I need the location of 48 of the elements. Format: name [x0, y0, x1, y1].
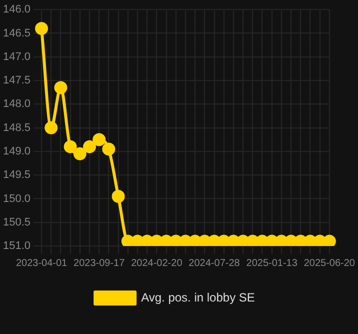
y-tick-label: 148.0	[2, 98, 31, 110]
point	[130, 234, 144, 246]
point	[102, 142, 116, 156]
point	[294, 234, 308, 246]
point	[284, 234, 298, 246]
legend-label: Avg. pos. in lobby SE	[141, 290, 255, 304]
point	[256, 234, 269, 246]
x-tick-label: 2025-01-13	[246, 258, 298, 269]
point	[150, 234, 164, 246]
point	[265, 234, 278, 246]
x-tick-label: 2023-04-01	[16, 258, 68, 269]
x-tick-label: 2025-06-20	[304, 258, 356, 269]
point	[64, 140, 77, 154]
point	[198, 234, 212, 246]
y-tick-label: 149.0	[2, 145, 31, 158]
x-tick-label: 2024-07-28	[188, 258, 240, 269]
y-tick-label: 150.0	[2, 192, 31, 205]
point	[236, 234, 250, 246]
y-tick-label: 150.5	[2, 216, 31, 228]
point	[322, 234, 336, 246]
point	[83, 140, 96, 154]
y-tick-label: 147.5	[2, 74, 31, 87]
point	[112, 190, 125, 203]
point	[44, 121, 58, 134]
x-tick-label: 2024-02-20	[131, 258, 183, 269]
point	[121, 234, 134, 246]
point	[92, 133, 106, 146]
point	[208, 234, 221, 246]
point	[274, 234, 288, 246]
point	[54, 81, 68, 94]
point	[246, 234, 260, 246]
y-tick-label: 148.5	[2, 122, 31, 134]
point	[160, 234, 173, 246]
y-tick-label: 151.0	[2, 240, 31, 252]
point	[226, 234, 240, 246]
y-tick-label: 149.5	[2, 169, 31, 182]
point	[73, 147, 86, 160]
point	[140, 234, 154, 246]
point	[217, 234, 230, 246]
y-tick-label: 147.0	[2, 50, 31, 63]
x-tick-label: 2023-09-17	[74, 258, 126, 269]
point	[304, 234, 317, 246]
point	[178, 234, 192, 246]
y-tick-label: 146.0	[2, 4, 31, 16]
point	[169, 234, 182, 246]
point	[313, 234, 326, 246]
point	[188, 234, 202, 246]
y-tick-label: 146.5	[2, 27, 31, 40]
